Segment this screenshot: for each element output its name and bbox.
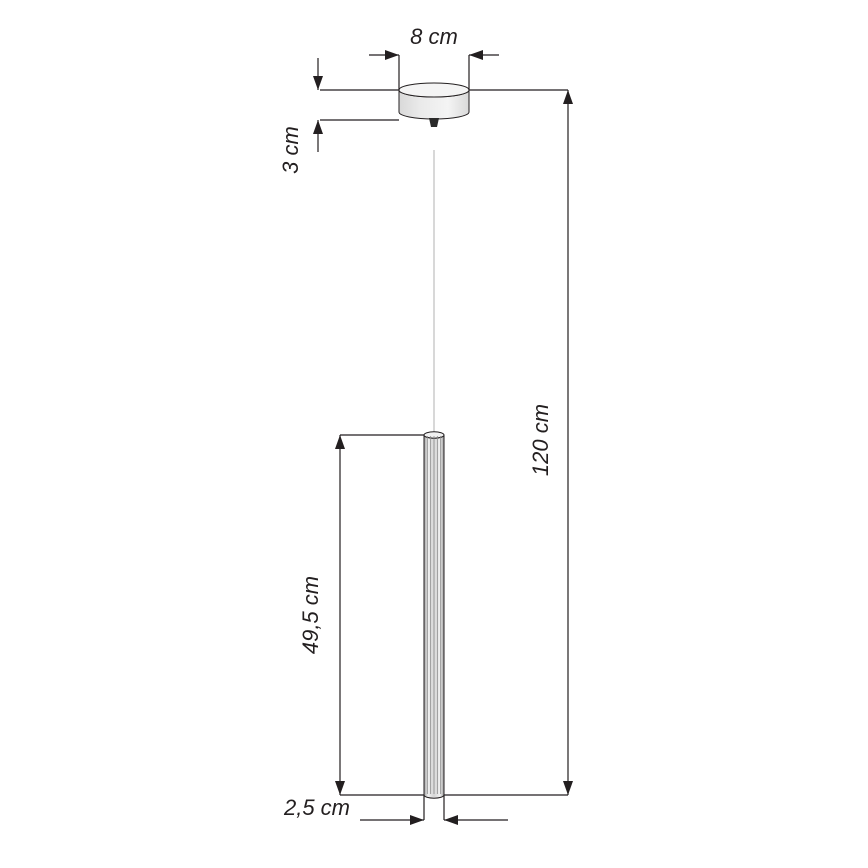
dim-total-height-label: 120 cm [528,404,553,476]
dim-canopy-height-label: 3 cm [278,126,303,174]
dim-tube-height: 49,5 cm [298,435,424,795]
dim-canopy-width-label: 8 cm [410,24,458,49]
dim-canopy-width: 8 cm [369,24,499,90]
pendant-tube [424,432,444,798]
canopy [399,83,469,127]
dim-total-height: 120 cm [444,90,573,795]
dim-tube-width-label: 2,5 cm [283,795,350,820]
dim-canopy-height: 3 cm [278,58,399,174]
dim-tube-width: 2,5 cm [283,795,508,825]
dim-tube-height-label: 49,5 cm [298,576,323,654]
